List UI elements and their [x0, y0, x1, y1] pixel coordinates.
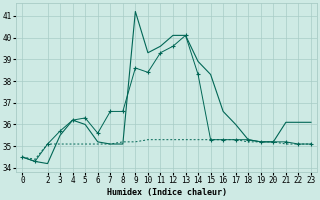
- X-axis label: Humidex (Indice chaleur): Humidex (Indice chaleur): [107, 188, 227, 197]
